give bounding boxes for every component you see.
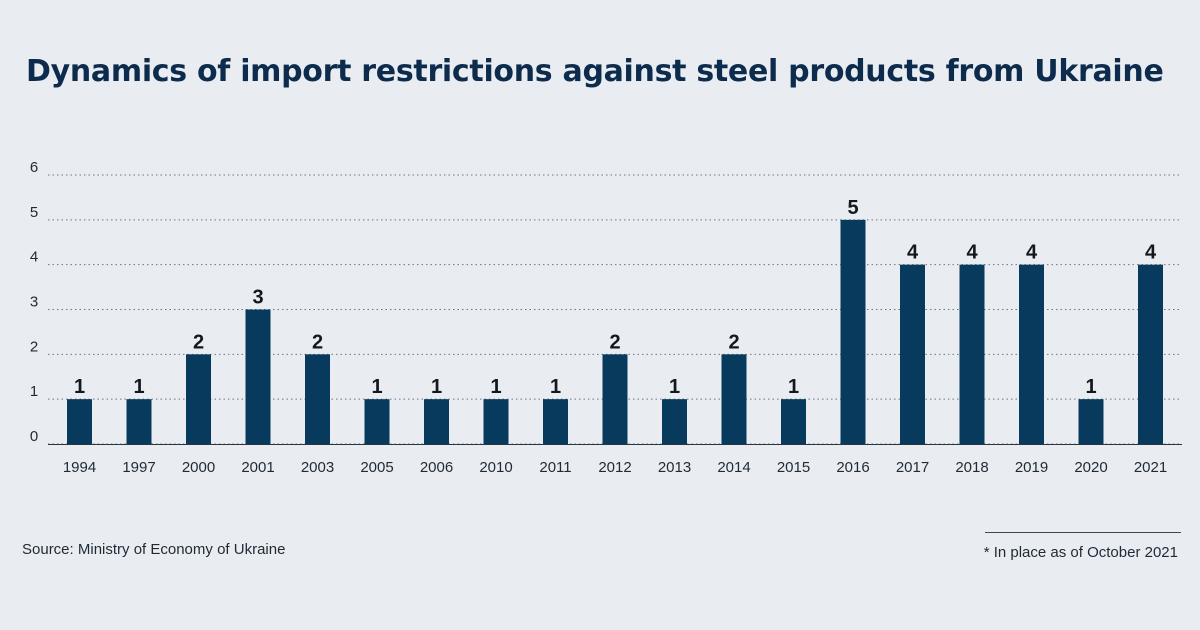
y-tick-label: 2 xyxy=(30,338,38,355)
data-label: 1 xyxy=(669,376,680,398)
y-tick-label: 3 xyxy=(30,294,38,311)
data-label: 4 xyxy=(1145,242,1157,264)
data-label: 1 xyxy=(788,376,799,398)
bar xyxy=(959,264,985,444)
x-tick-label: 2010 xyxy=(479,459,512,476)
x-tick-label: 1994 xyxy=(63,459,96,476)
x-tick-label: 2019 xyxy=(1015,459,1048,476)
bar xyxy=(781,399,806,444)
x-tick-label: 2013 xyxy=(658,459,691,476)
bar xyxy=(67,399,92,444)
x-tick-label: 2015 xyxy=(777,459,810,476)
bar xyxy=(424,399,449,444)
bar xyxy=(305,354,330,444)
x-tick-label: 1997 xyxy=(122,459,155,476)
data-label: 1 xyxy=(371,376,382,398)
x-tick-label: 2021 xyxy=(1134,459,1167,476)
data-label: 1 xyxy=(431,376,442,398)
data-label: 1 xyxy=(133,376,144,398)
bar xyxy=(186,354,211,444)
x-tick-label: 2014 xyxy=(717,459,750,476)
x-tick-label: 2005 xyxy=(360,459,393,476)
data-label: 4 xyxy=(1026,242,1038,264)
data-label: 2 xyxy=(728,331,739,353)
bar xyxy=(662,399,687,444)
data-label: 5 xyxy=(847,197,858,219)
x-tick-label: 2018 xyxy=(955,459,988,476)
x-tick-label: 2001 xyxy=(241,459,274,476)
data-label: 1 xyxy=(1085,376,1096,398)
y-tick-label: 1 xyxy=(30,383,38,400)
chart-title: Dynamics of import restrictions against … xyxy=(26,54,1164,89)
bar xyxy=(721,354,747,444)
bar xyxy=(1138,264,1163,444)
bar xyxy=(840,219,866,444)
y-tick-label: 0 xyxy=(30,428,38,445)
x-tick-label: 2000 xyxy=(182,459,215,476)
bar xyxy=(245,309,271,444)
data-label: 2 xyxy=(609,331,620,353)
data-label: 4 xyxy=(907,242,919,264)
data-label: 1 xyxy=(490,376,501,398)
bar xyxy=(900,264,925,444)
data-label: 4 xyxy=(966,242,978,264)
data-label: 2 xyxy=(312,331,323,353)
x-tick-label: 2006 xyxy=(420,459,453,476)
x-tick-label: 2003 xyxy=(301,459,334,476)
x-tick-label: 2020 xyxy=(1074,459,1107,476)
data-label: 2 xyxy=(193,331,204,353)
source-note: Source: Ministry of Economy of Ukraine xyxy=(22,541,286,558)
bar xyxy=(364,399,390,444)
bar xyxy=(126,399,152,444)
y-tick-label: 5 xyxy=(30,204,38,221)
bar xyxy=(543,399,568,444)
data-label: 1 xyxy=(550,376,561,398)
x-tick-label: 2016 xyxy=(836,459,869,476)
x-tick-label: 2011 xyxy=(539,459,571,476)
x-tick-label: 2012 xyxy=(598,459,631,476)
data-label: 3 xyxy=(252,287,263,309)
bar xyxy=(1019,264,1044,444)
x-tick-label: 2017 xyxy=(896,459,929,476)
bar xyxy=(483,399,509,444)
note-divider xyxy=(985,532,1181,533)
data-label: 1 xyxy=(74,376,85,398)
y-tick-label: 4 xyxy=(30,249,38,266)
bar xyxy=(602,354,628,444)
bar xyxy=(1078,399,1104,444)
footnote: * In place as of October 2021 xyxy=(983,544,1178,561)
y-tick-label: 6 xyxy=(30,159,38,176)
